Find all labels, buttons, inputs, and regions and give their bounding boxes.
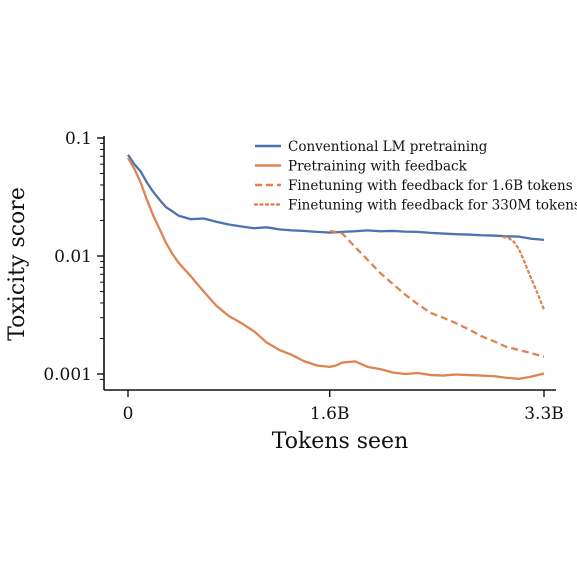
x-axis-label: Tokens seen	[272, 429, 409, 454]
x-tick-label: 1.6B	[310, 404, 350, 424]
y-tick-label: 0.01	[54, 247, 92, 267]
legend-label-pretraining-feedback: Pretraining with feedback	[288, 159, 468, 175]
series-line-1	[127, 157, 545, 380]
series-line-3	[502, 235, 546, 311]
y-axis-label: Toxicity score	[5, 187, 30, 341]
series-layer	[127, 154, 546, 380]
x-ticks: 0 1.6B 3.3B	[123, 390, 564, 424]
y-tick-label: 0.001	[43, 365, 92, 385]
series-line-0	[127, 154, 545, 242]
legend-label-finetuning-330m: Finetuning with feedback for 330M tokens	[288, 198, 577, 214]
series-line-2	[329, 229, 545, 358]
y-ticks: 0.1 0.01 0.001	[43, 129, 104, 385]
legend: Conventional LM pretraining Pretraining …	[253, 139, 577, 214]
x-tick-label: 3.3B	[524, 404, 564, 424]
legend-label-finetuning-1-6b: Finetuning with feedback for 1.6B tokens	[288, 178, 573, 194]
y-tick-label: 0.1	[65, 129, 92, 149]
legend-label-conventional: Conventional LM pretraining	[288, 139, 488, 155]
x-tick-label: 0	[123, 404, 134, 424]
